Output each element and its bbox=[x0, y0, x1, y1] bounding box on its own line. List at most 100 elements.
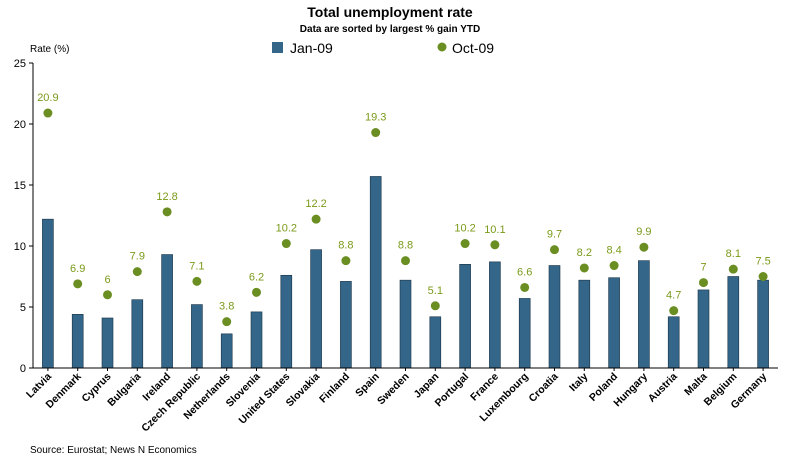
bar-jan-09 bbox=[399, 279, 412, 369]
marker-oct-09 bbox=[162, 207, 172, 217]
bar-jan-09 bbox=[71, 314, 84, 369]
bar-jan-09 bbox=[548, 265, 561, 369]
y-axis: 0 5 10 15 20 25 bbox=[14, 58, 34, 375]
data-label-oct-09: 19.3 bbox=[365, 112, 386, 124]
marker-oct-09 bbox=[222, 317, 232, 327]
x-tick-label: Finland bbox=[317, 371, 352, 406]
legend: Jan-09 Oct-09 bbox=[272, 40, 494, 56]
legend-swatch-jan-09 bbox=[272, 42, 283, 53]
bar-jan-09 bbox=[191, 304, 203, 369]
bar-jan-09 bbox=[131, 299, 144, 369]
x-tick-label: Croatia bbox=[527, 371, 561, 405]
marker-oct-09 bbox=[103, 290, 112, 300]
marker-oct-09 bbox=[341, 256, 351, 266]
chart-subtitle: Data are sorted by largest % gain YTD bbox=[300, 24, 480, 35]
x-tick-label: Bulgaria bbox=[105, 371, 143, 409]
bar-jan-09 bbox=[757, 279, 769, 369]
data-label-oct-09: 12.8 bbox=[156, 191, 177, 203]
data-label-oct-09: 6.6 bbox=[517, 266, 532, 278]
data-label-oct-09: 6.2 bbox=[249, 271, 264, 283]
bar-jan-09 bbox=[220, 333, 233, 369]
bar-jan-09 bbox=[369, 176, 382, 369]
legend-label-oct-09: Oct-09 bbox=[452, 40, 494, 56]
bar-jan-09 bbox=[280, 274, 293, 369]
x-tick-label: Sweden bbox=[375, 371, 412, 408]
marker-oct-09 bbox=[728, 264, 738, 274]
chart-title: Total unemployment rate bbox=[307, 4, 473, 20]
bar-jan-09 bbox=[518, 298, 531, 369]
data-label-oct-09: 7.5 bbox=[755, 256, 770, 268]
marker-oct-09 bbox=[371, 128, 381, 138]
bar-jan-09 bbox=[489, 261, 501, 369]
bar-jan-09 bbox=[667, 316, 680, 369]
y-tick-label: 15 bbox=[14, 180, 26, 192]
data-label-oct-09: 7.9 bbox=[130, 251, 145, 263]
y-tick-label: 0 bbox=[20, 363, 26, 375]
bar-jan-09 bbox=[161, 254, 173, 369]
marker-oct-09 bbox=[43, 108, 53, 118]
data-label-oct-09: 9.7 bbox=[547, 229, 562, 241]
data-label-oct-09: 7.1 bbox=[189, 260, 204, 272]
marker-oct-09 bbox=[550, 245, 559, 255]
bar-jan-09 bbox=[459, 263, 471, 369]
x-tick-label: Malta bbox=[682, 371, 710, 399]
data-label-oct-09: 8.4 bbox=[606, 245, 621, 257]
data-label-oct-09: 20.9 bbox=[37, 92, 58, 104]
marker-oct-09 bbox=[758, 272, 768, 281]
marker-oct-09 bbox=[460, 239, 470, 249]
bar-jan-09 bbox=[638, 260, 650, 369]
data-labels-oct-09: 20.9 6.9 6 7.9 12.8 7.1 3.8 6.2 10.2 12.2 8.8 19.3 8… bbox=[37, 92, 771, 313]
bar-jan-09 bbox=[101, 317, 114, 369]
legend-marker-oct-09 bbox=[437, 42, 447, 52]
marker-oct-09 bbox=[73, 279, 83, 289]
data-label-oct-09: 3.8 bbox=[219, 301, 234, 313]
data-label-oct-09: 5.1 bbox=[428, 285, 443, 297]
y-tick-label: 5 bbox=[20, 302, 26, 314]
data-label-oct-09: 7 bbox=[700, 262, 706, 274]
markers-oct-09 bbox=[43, 108, 768, 327]
data-label-oct-09: 6 bbox=[104, 274, 110, 286]
data-label-oct-09: 4.7 bbox=[666, 290, 681, 302]
marker-oct-09 bbox=[609, 261, 619, 271]
bar-jan-09 bbox=[250, 311, 263, 369]
marker-oct-09 bbox=[252, 287, 261, 297]
y-tick-label: 25 bbox=[14, 58, 26, 70]
marker-oct-09 bbox=[639, 242, 649, 252]
marker-oct-09 bbox=[281, 239, 291, 249]
marker-oct-09 bbox=[669, 306, 679, 316]
bar-jan-09 bbox=[340, 281, 352, 369]
data-label-oct-09: 8.1 bbox=[726, 248, 741, 260]
data-label-oct-09: 10.2 bbox=[454, 223, 475, 235]
x-tick-label: Austria bbox=[646, 371, 680, 405]
data-label-oct-09: 10.2 bbox=[276, 223, 297, 235]
marker-oct-09 bbox=[311, 214, 321, 224]
y-tick-label: 10 bbox=[14, 241, 26, 253]
y-axis-label: Rate (%) bbox=[30, 44, 69, 55]
data-label-oct-09: 8.8 bbox=[398, 240, 413, 252]
bar-jan-09 bbox=[727, 276, 740, 369]
x-tick-label: Italy bbox=[567, 371, 590, 394]
marker-oct-09 bbox=[192, 276, 202, 286]
data-label-oct-09: 8.8 bbox=[338, 240, 353, 252]
bar-jan-09 bbox=[578, 279, 591, 369]
data-label-oct-09: 8.2 bbox=[577, 247, 592, 259]
marker-oct-09 bbox=[430, 301, 440, 311]
marker-oct-09 bbox=[401, 256, 410, 266]
bar-jan-09 bbox=[608, 277, 620, 369]
marker-oct-09 bbox=[132, 267, 142, 277]
source-note: Source: Eurostat; News N Economics bbox=[30, 445, 197, 456]
bar-jan-09 bbox=[42, 218, 54, 369]
y-tick-label: 20 bbox=[14, 119, 26, 131]
bars-jan-09 bbox=[42, 176, 769, 369]
legend-label-jan-09: Jan-09 bbox=[290, 40, 333, 56]
data-label-oct-09: 9.9 bbox=[636, 226, 651, 238]
data-label-oct-09: 6.9 bbox=[70, 263, 85, 275]
bar-jan-09 bbox=[429, 316, 442, 369]
data-label-oct-09: 10.1 bbox=[484, 224, 505, 236]
marker-oct-09 bbox=[579, 263, 589, 273]
marker-oct-09 bbox=[699, 278, 708, 288]
x-axis: LatviaDenmarkCyprusBulgariaIrelandCzech … bbox=[24, 367, 778, 434]
bar-jan-09 bbox=[310, 249, 322, 369]
bar-jan-09 bbox=[697, 289, 710, 369]
